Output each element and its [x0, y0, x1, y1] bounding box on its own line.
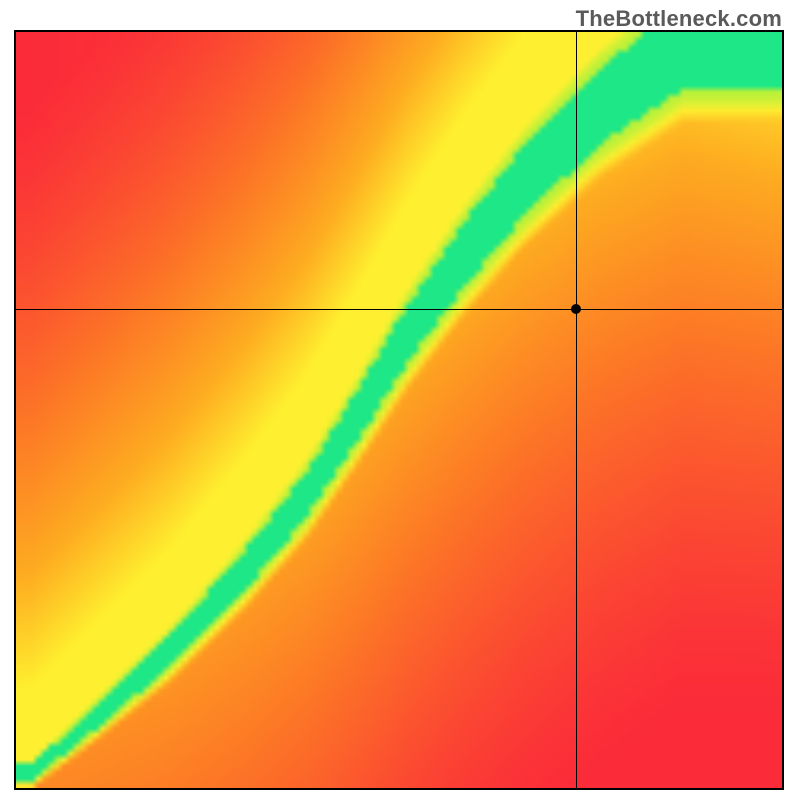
crosshair-vertical	[576, 32, 577, 788]
bottleneck-heatmap	[16, 32, 782, 788]
crosshair-horizontal	[16, 309, 782, 310]
chart-frame	[14, 30, 784, 790]
crosshair-marker	[571, 304, 581, 314]
watermark-text: TheBottleneck.com	[576, 6, 782, 32]
